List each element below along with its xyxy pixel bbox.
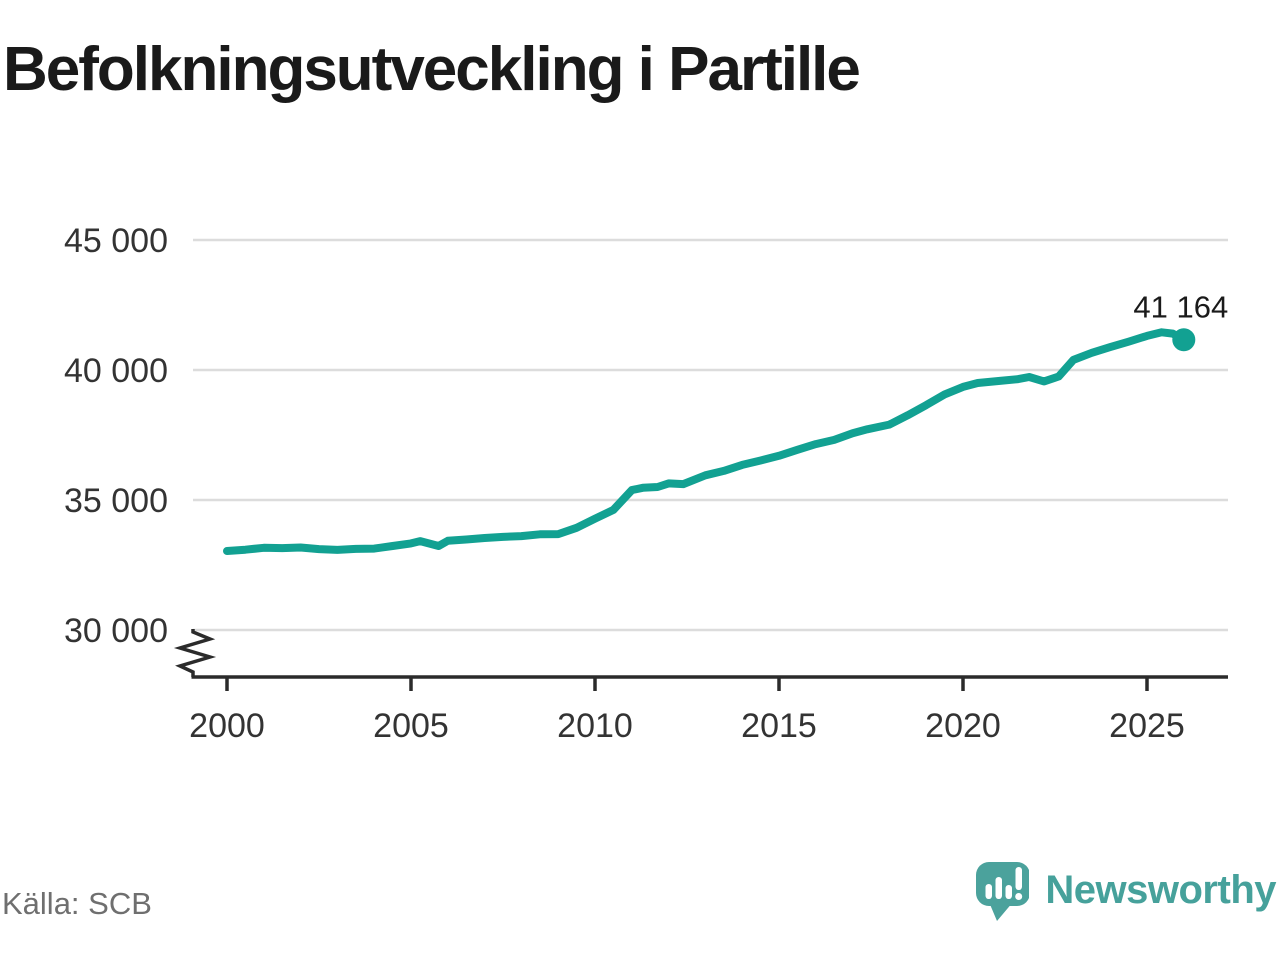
y-axis-tick-labels: 45 000 40 000 35 000 30 000 (64, 222, 168, 650)
y-axis-break-zigzag (173, 629, 217, 677)
y-tick-label: 40 000 (64, 352, 168, 390)
x-tick-label: 2005 (373, 707, 449, 745)
y-tick-label: 45 000 (64, 222, 168, 260)
chart-title: Befolkningsutveckling i Partille (3, 35, 861, 104)
brand-wordmark: Newsworthy (1045, 867, 1276, 912)
gridlines (193, 238, 1228, 632)
newsworthy-logo-icon (976, 862, 1030, 921)
logo-bar-1 (985, 884, 993, 899)
logo-bubble-tail (989, 902, 1014, 921)
x-tick-label: 2010 (557, 707, 633, 745)
y-tick-label: 35 000 (64, 482, 168, 520)
x-tick-label: 2025 (1109, 707, 1185, 745)
data-series: 41 164 (223, 290, 1228, 555)
y-tick-label: 30 000 (64, 612, 168, 650)
x-tick-label: 2000 (189, 707, 265, 745)
latest-value-label: 41 164 (1133, 290, 1228, 325)
x-tick-label: 2015 (741, 707, 817, 745)
x-axis-tick-labels: 2000 2005 2010 2015 2020 2025 (189, 707, 1185, 745)
population-line-chart: 45 000 40 000 35 000 30 000 2000 2005 2010 201… (64, 222, 1228, 745)
logo-bar-3 (1005, 885, 1013, 899)
logo-exclamation-dot (1015, 893, 1023, 900)
newsworthy-brand: Newsworthy (971, 858, 1276, 922)
x-axis-ticks (225, 677, 1149, 691)
population-line (223, 328, 1188, 555)
source-note: Källa: SCB (2, 886, 152, 921)
logo-bar-2 (995, 877, 1003, 899)
latest-value-dot (1172, 328, 1196, 352)
logo-exclamation-bar (1015, 867, 1023, 890)
x-tick-label: 2020 (925, 707, 1001, 745)
